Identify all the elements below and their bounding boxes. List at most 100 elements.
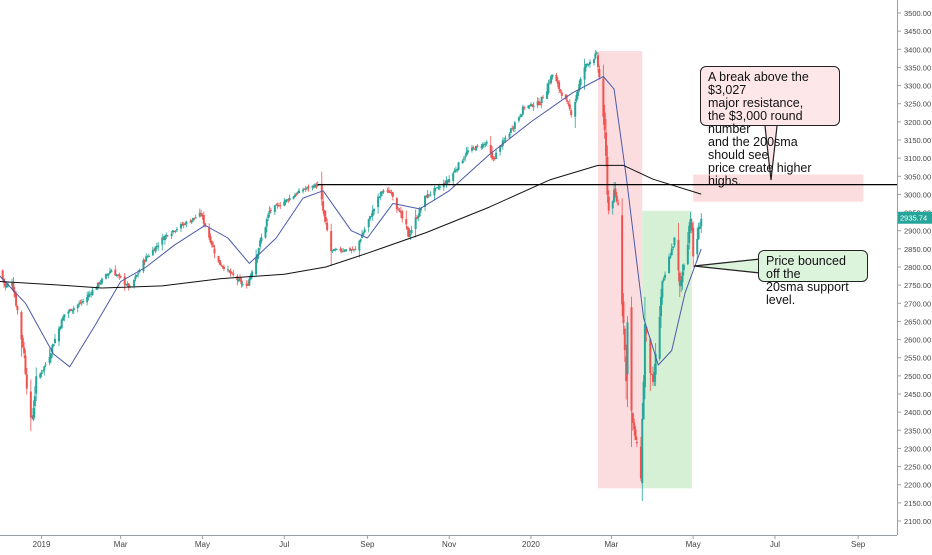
candle-body [154,246,157,252]
candle-body [49,353,52,359]
y-tick-label: 2400.00 [904,408,931,417]
candle-body [295,193,298,195]
candle-body [296,192,299,194]
candle-body [584,64,587,68]
candle-body [491,152,494,159]
candle-body [456,169,459,171]
candle-body [43,366,46,371]
candle-body [326,222,329,231]
candle-body [437,187,440,189]
candle-body [312,186,315,188]
x-tick-label: May [686,540,701,549]
candle-body [606,156,609,195]
candle-body [658,316,661,359]
y-tick-label: 3100.00 [904,154,931,163]
candle-body [446,180,449,182]
candle-body [625,356,628,382]
candle-body [241,284,244,286]
candle-body [212,245,215,248]
candle-body [165,234,168,237]
candle-body [230,272,233,274]
candle-body [420,208,423,211]
candle-body [153,249,156,251]
candle-body [71,309,74,312]
y-tick-label: 2150.00 [904,499,931,508]
candle-body [171,230,174,233]
candle-body [284,199,287,203]
candle-body [146,256,149,258]
candle-body [13,291,16,297]
candle-body [696,239,699,255]
candle-body [98,282,101,285]
candle-body [134,276,137,280]
candle-body [239,278,242,281]
candle-body [426,193,429,198]
candle-body [576,90,579,97]
candle-body [180,223,183,229]
candle-body [395,198,398,210]
candle-body [162,237,165,240]
candle-body [218,260,221,265]
x-tick-label: 2019 [33,540,51,549]
candle-body [414,217,417,230]
candle-body [508,133,511,138]
candle-body [127,283,130,288]
candle-body [311,185,314,188]
candle-body [445,180,448,185]
candle-body [575,94,578,101]
candle-body [135,274,138,277]
x-tick-label: May [195,540,210,549]
candle-body [57,328,60,342]
candle-body [645,327,648,334]
candle-body [677,240,680,271]
candle-body [480,146,483,148]
candle-body [170,233,173,237]
candle-body [236,275,239,281]
y-tick-label: 2300.00 [904,444,931,453]
candle-body [44,364,47,366]
candle-body [322,201,325,211]
candle-body [358,240,361,251]
resistance-callout-pointer [764,125,778,181]
candle-body [213,248,216,254]
candle-body [334,249,337,251]
candle-body [307,186,310,189]
candle-body [614,188,617,196]
candle-body [428,194,431,196]
candle-body [651,374,654,383]
candle-body [194,217,197,219]
candle-body [615,195,618,202]
candle-body [185,221,188,225]
candle-body [118,274,121,276]
candle-body [367,219,370,228]
candle-body [401,211,404,219]
candle-body [500,146,503,148]
candle-body [499,145,502,152]
candle-body [436,187,439,189]
candle-body [583,67,586,80]
y-tick-label: 2350.00 [904,426,931,435]
candle-body [634,429,637,440]
x-tick-label: Sep [851,540,866,549]
candle-body [269,210,272,212]
candle-body [359,239,362,242]
candle-body [33,396,36,407]
candle-body [371,210,374,216]
y-tick-label: 3050.00 [904,172,931,181]
candle-body [232,273,235,276]
candle-body [681,271,684,283]
candle-body [15,294,18,306]
x-tick-label: Jul [770,540,780,549]
resistance-callout: A break above the $3,027 major resistanc… [700,66,840,188]
candle-body [626,322,629,375]
candle-body [521,106,524,115]
candle-body [504,138,507,140]
candle-body [623,328,626,351]
candle-body [361,235,364,239]
candle-body [673,237,676,246]
candle-body [424,195,427,208]
candle-body [67,311,70,314]
candle-body [387,190,390,193]
candle-body [204,223,207,226]
